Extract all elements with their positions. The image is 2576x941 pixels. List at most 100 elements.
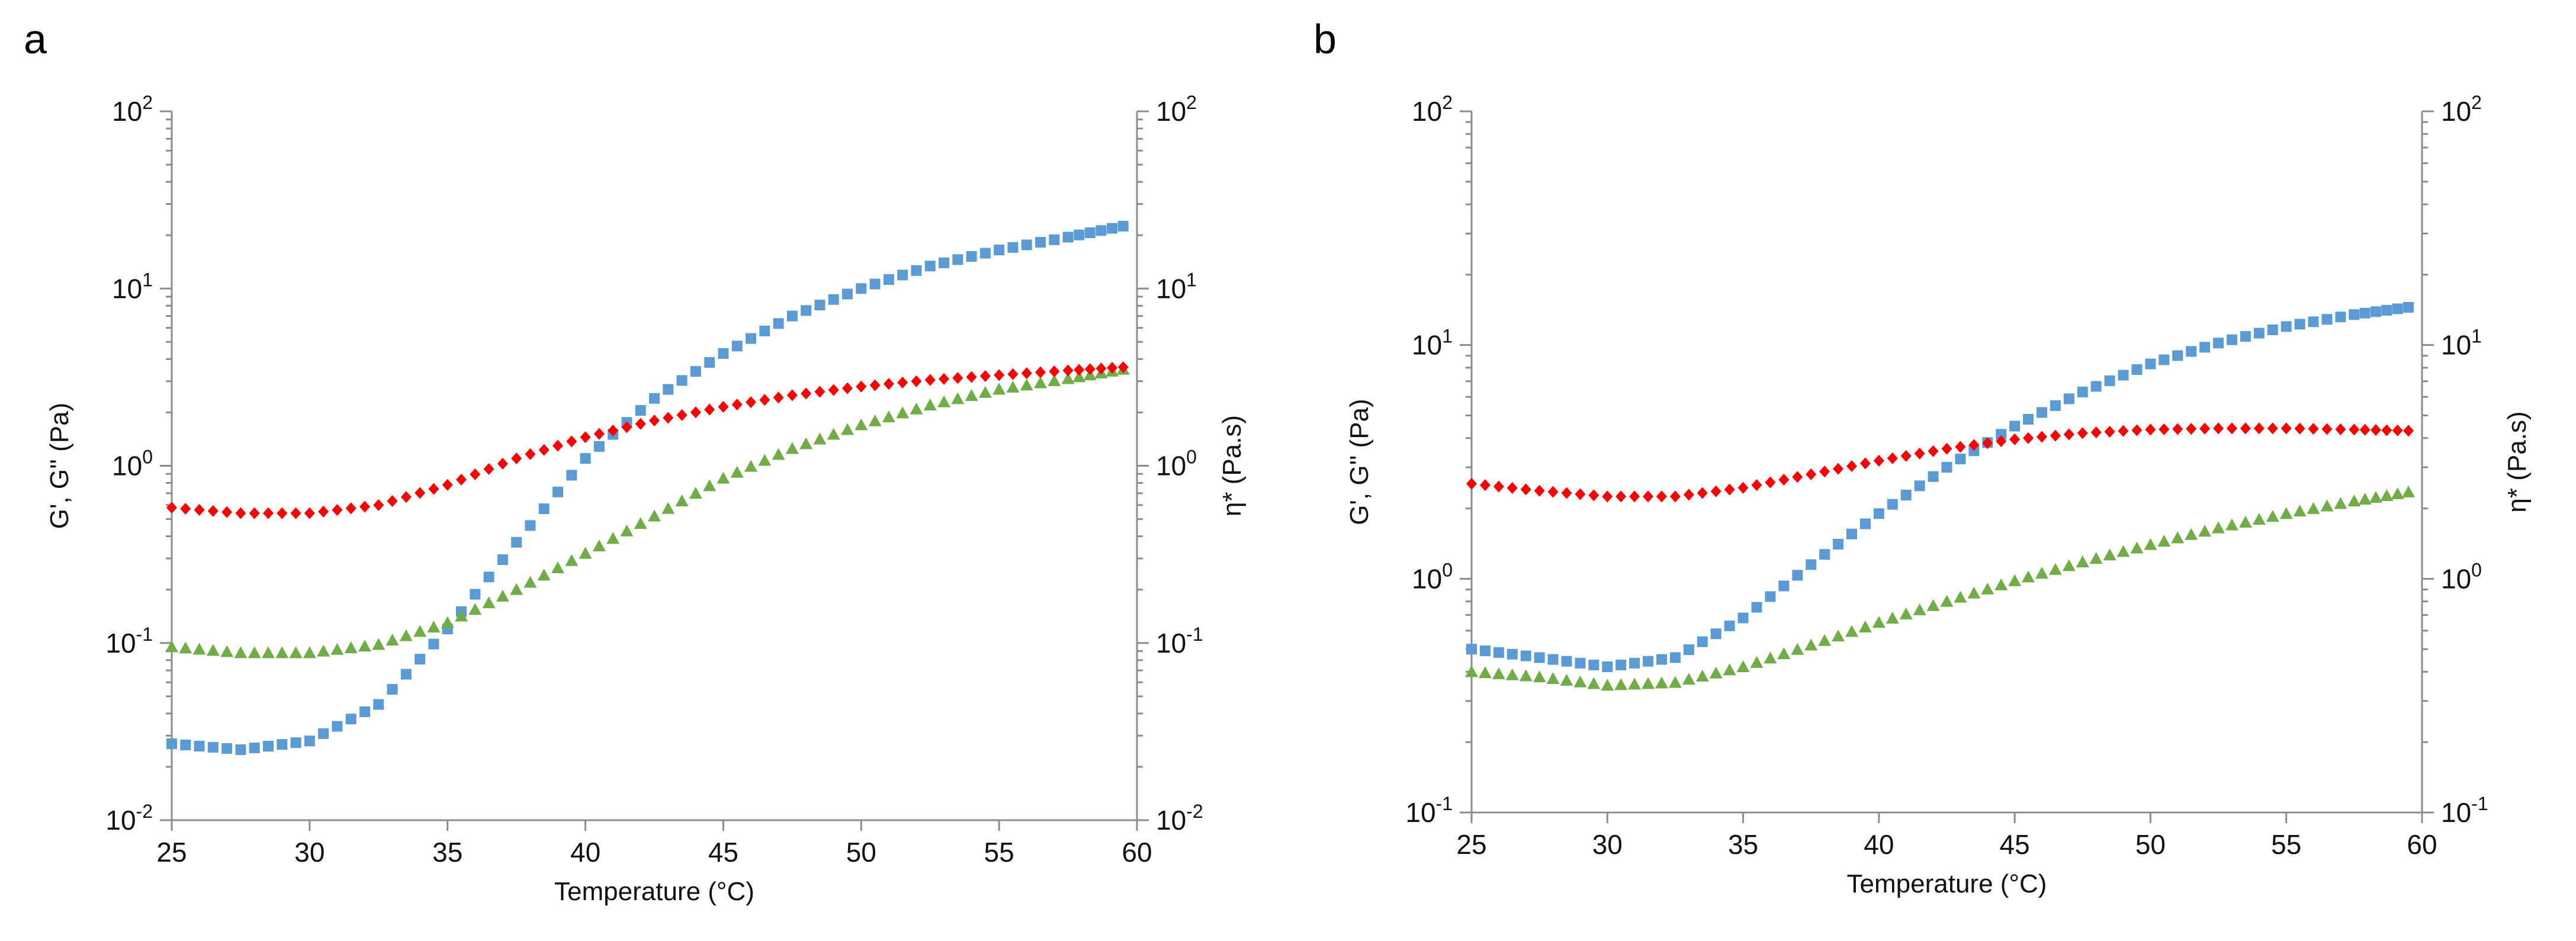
data-point-diamond bbox=[1819, 465, 1830, 478]
data-point-diamond bbox=[856, 380, 867, 393]
data-point-diamond bbox=[608, 424, 619, 436]
data-point-diamond bbox=[263, 507, 274, 519]
data-point-triangle bbox=[2198, 525, 2212, 537]
data-point-triangle bbox=[592, 539, 606, 551]
data-point-triangle bbox=[2252, 512, 2266, 525]
data-point-diamond bbox=[1778, 474, 1790, 486]
x-tick-label: 35 bbox=[1728, 829, 1758, 860]
data-point-diamond bbox=[332, 504, 343, 516]
data-point-square bbox=[690, 366, 701, 377]
data-point-square bbox=[538, 503, 550, 515]
data-point-diamond bbox=[497, 458, 508, 470]
data-point-diamond bbox=[2186, 423, 2197, 435]
data-point-diamond bbox=[1021, 367, 1032, 380]
data-point-square bbox=[2321, 314, 2333, 325]
data-point-triangle bbox=[2347, 494, 2361, 507]
data-point-square bbox=[180, 739, 191, 750]
data-point-triangle bbox=[2279, 507, 2293, 519]
data-point-triangle bbox=[482, 596, 496, 609]
data-point-diamond bbox=[194, 504, 205, 516]
data-point-triangle bbox=[2391, 487, 2404, 499]
data-point-square bbox=[470, 589, 481, 600]
data-point-square bbox=[1887, 499, 1898, 510]
data-point-triangle bbox=[1492, 667, 1505, 679]
data-point-diamond bbox=[966, 371, 977, 383]
data-point-triangle bbox=[937, 395, 950, 407]
data-point-triangle bbox=[2266, 510, 2279, 522]
data-point-diamond bbox=[2213, 422, 2224, 435]
data-point-square bbox=[1547, 654, 1559, 665]
data-point-diamond bbox=[2063, 428, 2074, 441]
data-point-triangle bbox=[565, 554, 579, 566]
data-point-triangle bbox=[1926, 599, 1940, 611]
data-point-triangle bbox=[234, 646, 248, 659]
data-point-diamond bbox=[304, 507, 315, 519]
data-point-square bbox=[2213, 338, 2224, 349]
data-point-triangle bbox=[1006, 380, 1020, 393]
data-point-diamond bbox=[1873, 454, 1884, 467]
data-point-triangle bbox=[923, 399, 937, 411]
data-point-diamond bbox=[2321, 423, 2333, 435]
data-point-triangle bbox=[386, 634, 399, 646]
data-point-square bbox=[345, 714, 356, 725]
data-point-diamond bbox=[456, 473, 467, 486]
data-point-triangle bbox=[165, 640, 178, 653]
data-point-triangle bbox=[289, 646, 303, 659]
data-point-square bbox=[1996, 429, 2007, 440]
data-point-triangle bbox=[1750, 656, 1764, 668]
data-point-square bbox=[1724, 620, 1735, 631]
data-point-diamond bbox=[2050, 429, 2061, 442]
data-point-square bbox=[1859, 518, 1871, 529]
data-point-diamond bbox=[1588, 489, 1599, 502]
data-point-square bbox=[1819, 549, 1830, 560]
data-point-square bbox=[497, 554, 508, 565]
data-point-diamond bbox=[759, 394, 770, 406]
data-point-diamond bbox=[1062, 364, 1074, 377]
data-point-diamond bbox=[2392, 424, 2403, 436]
data-point-square bbox=[221, 743, 233, 754]
data-point-diamond bbox=[1737, 481, 1749, 494]
data-point-square bbox=[207, 741, 219, 753]
data-point-triangle bbox=[2062, 559, 2076, 571]
data-point-square bbox=[400, 669, 412, 680]
data-point-diamond bbox=[704, 403, 715, 416]
data-point-diamond bbox=[1982, 437, 1993, 449]
data-point-diamond bbox=[635, 417, 646, 430]
data-point-diamond bbox=[1846, 460, 1857, 473]
x-tick-label: 45 bbox=[2000, 829, 2030, 860]
data-point-triangle bbox=[2130, 541, 2144, 554]
data-point-square bbox=[593, 441, 605, 452]
x-tick-label: 50 bbox=[2135, 829, 2166, 860]
data-point-diamond bbox=[883, 378, 894, 390]
data-point-triangle bbox=[634, 517, 647, 529]
data-point-diamond bbox=[621, 421, 632, 433]
data-point-square bbox=[1035, 237, 1046, 248]
data-point-triangle bbox=[344, 641, 358, 653]
data-point-triangle bbox=[1858, 620, 1872, 632]
data-point-diamond bbox=[1007, 368, 1019, 380]
y-axis-title-right: η* (Pa.s) bbox=[1218, 415, 1247, 516]
data-point-diamond bbox=[842, 382, 853, 394]
data-point-diamond bbox=[1914, 447, 1925, 460]
y-tick-label-left: 100 bbox=[1412, 559, 1453, 594]
data-point-triangle bbox=[744, 460, 757, 472]
chart-panel-b: b 10-1 10-1 100 100 101 101 102 102 25 30 35 40 45 50 5… bbox=[1313, 16, 2532, 898]
data-point-square bbox=[428, 638, 439, 650]
data-point-diamond bbox=[1561, 487, 1572, 499]
data-point-square bbox=[746, 333, 756, 344]
data-point-triangle bbox=[1886, 612, 1899, 624]
data-point-diamond bbox=[2227, 422, 2237, 435]
data-point-triangle bbox=[427, 620, 441, 632]
data-point-diamond bbox=[235, 507, 246, 519]
data-point-triangle bbox=[1601, 679, 1614, 691]
data-point-square bbox=[1643, 656, 1654, 667]
data-point-triangle bbox=[1913, 603, 1926, 615]
data-point-diamond bbox=[290, 507, 301, 519]
data-point-square bbox=[939, 257, 949, 268]
x-axis-title: Temperature (°C) bbox=[1847, 869, 2047, 898]
data-point-triangle bbox=[868, 414, 882, 426]
y-tick-label-left: 102 bbox=[112, 92, 153, 127]
data-point-diamond bbox=[345, 502, 356, 515]
data-point-triangle bbox=[2116, 545, 2130, 557]
